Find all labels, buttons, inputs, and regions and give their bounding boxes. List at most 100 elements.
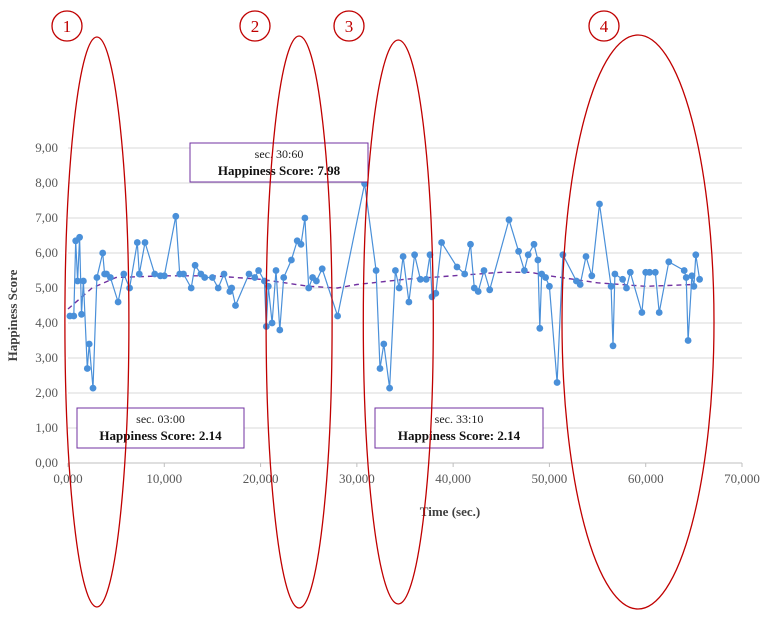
data-point — [372, 267, 380, 274]
data-point — [505, 216, 513, 224]
x-tick-label: 40,000 — [435, 471, 471, 486]
annotation-line2: Happiness Score: 7.98 — [218, 163, 341, 178]
data-point — [89, 384, 97, 392]
data-point — [417, 275, 424, 283]
data-point — [655, 309, 663, 316]
data-point — [607, 282, 615, 290]
data-point — [305, 284, 313, 292]
data-point — [474, 288, 482, 295]
data-point — [692, 251, 700, 259]
data-point — [180, 270, 187, 278]
data-point — [521, 267, 528, 274]
axes: 0,00 1,00 2,00 3,00 4,00 5,00 6,00 7,00 8,00 9,00… — [5, 140, 760, 519]
data-point — [120, 270, 128, 278]
series-group — [66, 180, 703, 392]
data-point — [546, 282, 553, 290]
data-point — [609, 342, 617, 350]
data-point — [422, 275, 430, 283]
data-point — [392, 267, 399, 274]
annotation-box — [189, 142, 369, 183]
region-number: 3 — [345, 17, 354, 36]
data-point — [80, 277, 87, 285]
data-point — [380, 340, 388, 348]
annotation-line1: sec. 03:00 — [136, 412, 185, 426]
regions: 1 2 3 4 — [51, 10, 715, 610]
annotation-line1: sec. 33:10 — [435, 412, 484, 426]
data-point — [405, 298, 413, 306]
data-point — [486, 286, 494, 294]
data-point — [151, 270, 159, 278]
data-point — [126, 284, 133, 292]
data-point — [214, 284, 222, 292]
y-tick-label: 9,00 — [35, 140, 58, 155]
data-point — [376, 365, 384, 372]
data-point — [172, 212, 180, 220]
region-number: 2 — [251, 17, 260, 36]
data-point — [135, 270, 143, 278]
data-point — [191, 261, 199, 269]
y-axis-title: Happiness Score — [5, 269, 20, 361]
y-tick-label: 3,00 — [35, 350, 58, 365]
data-point — [453, 263, 461, 271]
region-badge — [51, 10, 83, 42]
region-badge — [239, 10, 271, 42]
data-point — [530, 240, 538, 248]
x-axis-title: Time (sec.) — [420, 504, 480, 519]
data-point — [534, 256, 542, 264]
data-point — [201, 274, 209, 281]
annotation-box — [76, 407, 245, 449]
data-point — [276, 326, 284, 334]
data-point — [99, 249, 107, 257]
highlight-ellipse — [362, 39, 434, 605]
x-tick-label: 0,000 — [53, 471, 82, 486]
data-point — [588, 272, 596, 280]
data-point — [696, 275, 703, 283]
data-point — [251, 274, 259, 281]
data-point — [611, 270, 619, 278]
data-point — [399, 253, 407, 260]
data-point — [638, 309, 646, 316]
data-point — [114, 298, 122, 306]
data-point — [461, 270, 469, 278]
highlight-ellipse — [64, 36, 130, 608]
data-point — [524, 251, 532, 259]
data-point — [665, 258, 673, 266]
y-tick-label: 4,00 — [35, 315, 58, 330]
data-point — [83, 365, 91, 372]
data-point — [386, 384, 393, 392]
data-point — [619, 275, 626, 283]
trend-line — [67, 271, 694, 310]
region-badge — [588, 10, 620, 42]
x-tick-label: 10,000 — [146, 471, 182, 486]
data-point — [576, 281, 584, 288]
highlight-ellipse — [265, 35, 333, 609]
data-point — [85, 340, 93, 348]
annotation-line2: Happiness Score: 2.14 — [99, 428, 222, 443]
data-point — [301, 214, 309, 222]
y-tick-label: 5,00 — [35, 280, 58, 295]
data-point — [480, 267, 488, 274]
data-point — [245, 270, 253, 278]
data-point — [76, 233, 83, 241]
data-point — [553, 379, 561, 386]
data-point — [313, 277, 320, 285]
y-tick-label: 7,00 — [35, 210, 58, 225]
annotations: sec. 30:60 Happiness Score: 7.98 sec. 03:0… — [76, 142, 544, 449]
data-point — [646, 268, 653, 276]
data-point — [411, 251, 418, 259]
data-point — [232, 302, 239, 309]
data-point — [395, 284, 403, 292]
data-point — [688, 272, 696, 280]
data-point — [582, 253, 590, 260]
x-tick-label: 70,000 — [724, 471, 760, 486]
region-badge — [333, 10, 365, 42]
data-point — [682, 274, 690, 281]
data-point — [536, 324, 544, 332]
data-point — [623, 284, 630, 292]
data-point — [280, 274, 288, 281]
x-tick-label: 30,000 — [339, 471, 375, 486]
data-point — [255, 267, 262, 274]
annotation-line1: sec. 30:60 — [255, 147, 304, 161]
data-point — [160, 272, 168, 280]
